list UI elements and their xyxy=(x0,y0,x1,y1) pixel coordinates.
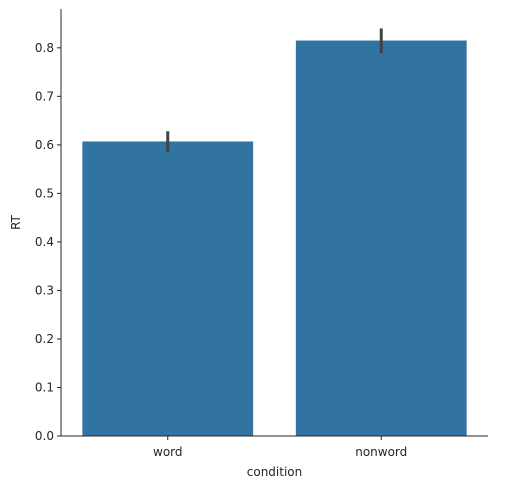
y-axis-label: RT xyxy=(9,214,23,229)
y-tick-label: 0.2 xyxy=(35,332,54,346)
error-bars-group xyxy=(166,28,383,153)
y-tick-label: 0.6 xyxy=(35,138,54,152)
y-axis: 0.0 0.1 0.2 0.3 0.4 0.5 0.6 0.7 0.8 xyxy=(35,9,62,443)
x-axis-label: condition xyxy=(247,465,302,479)
bar-nonword xyxy=(295,40,467,437)
y-tick-label: 0.0 xyxy=(35,429,54,443)
y-tick-label: 0.4 xyxy=(35,235,54,249)
y-tick-label: 0.8 xyxy=(35,41,54,55)
x-axis: word nonword xyxy=(61,435,488,459)
y-tick-label: 0.5 xyxy=(35,186,54,200)
y-tick-label: 0.1 xyxy=(35,380,54,394)
y-tick-label: 0.3 xyxy=(35,283,54,297)
x-tick-label: nonword xyxy=(355,445,407,459)
y-tick-label: 0.7 xyxy=(35,89,54,103)
bar-word xyxy=(82,141,254,436)
x-tick-label: word xyxy=(153,445,183,459)
bars-group xyxy=(82,40,467,437)
